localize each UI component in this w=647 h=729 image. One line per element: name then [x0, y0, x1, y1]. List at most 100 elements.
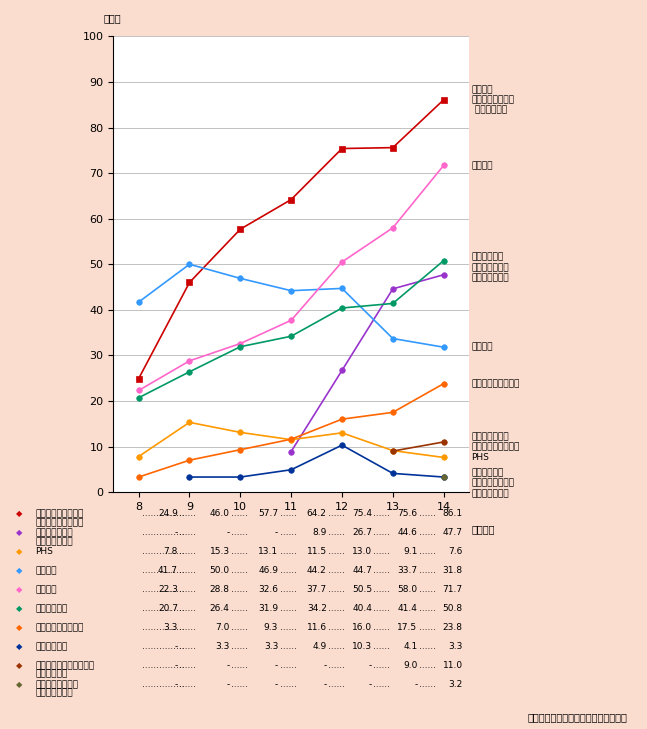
Text: 20.7: 20.7	[158, 604, 178, 613]
Text: 57.7: 57.7	[258, 510, 278, 518]
Text: 16.0: 16.0	[352, 623, 372, 632]
Text: -: -	[369, 680, 372, 689]
Text: ……: ……	[179, 566, 196, 575]
Text: 7.8: 7.8	[164, 547, 178, 556]
Text: ……: ……	[280, 547, 296, 556]
Text: ……: ……	[419, 510, 435, 518]
Text: ◆: ◆	[16, 680, 23, 689]
Text: -: -	[324, 680, 327, 689]
Text: ……: ……	[280, 510, 296, 518]
Text: ◆: ◆	[16, 510, 23, 518]
Text: ……: ……	[179, 585, 196, 594]
Text: 3.2: 3.2	[448, 680, 463, 689]
Text: カーナビゲーション: カーナビゲーション	[472, 379, 520, 388]
Text: 11.0: 11.0	[443, 661, 463, 670]
Text: -: -	[324, 661, 327, 670]
Text: 44.6: 44.6	[397, 529, 417, 537]
Text: ネット対応型含む）: ネット対応型含む）	[36, 518, 84, 527]
Text: ……: ……	[179, 680, 196, 689]
Text: -: -	[175, 529, 178, 537]
Text: ……: ……	[373, 642, 390, 651]
Text: ……: ……	[419, 623, 435, 632]
Text: ◆: ◆	[16, 585, 23, 594]
Text: ……: ……	[419, 547, 435, 556]
Text: 9.3: 9.3	[264, 623, 278, 632]
Text: ワープロ: ワープロ	[472, 343, 493, 351]
Text: ……: ……	[280, 529, 296, 537]
Text: 7.0: 7.0	[215, 623, 230, 632]
Text: ……: ……	[373, 547, 390, 556]
Text: 15.3: 15.3	[210, 547, 230, 556]
Text: パソコン: パソコン	[472, 161, 493, 170]
Text: 28.8: 28.8	[210, 585, 230, 594]
Text: 75.6: 75.6	[397, 510, 417, 518]
Text: 11.5: 11.5	[307, 547, 327, 556]
Text: 31.9: 31.9	[258, 604, 278, 613]
Text: ……: ……	[179, 604, 196, 613]
Text: 50.5: 50.5	[352, 585, 372, 594]
Text: ……………: ……………	[142, 510, 185, 518]
Text: ……: ……	[328, 680, 345, 689]
Text: 携帯情報端末
インターネットに
接続できる家電: 携帯情報端末 インターネットに 接続できる家電	[472, 468, 514, 498]
Text: 46.0: 46.0	[210, 510, 230, 518]
Text: 58.0: 58.0	[397, 585, 417, 594]
Text: 22.3: 22.3	[158, 585, 178, 594]
Text: ……: ……	[179, 529, 196, 537]
Text: 7.6: 7.6	[448, 547, 463, 556]
Text: ……………: ……………	[142, 529, 185, 537]
Text: -: -	[226, 529, 230, 537]
Text: -: -	[226, 680, 230, 689]
Text: ……: ……	[419, 529, 435, 537]
Text: 64.2: 64.2	[307, 510, 327, 518]
Text: ……: ……	[179, 623, 196, 632]
Text: ……: ……	[373, 661, 390, 670]
Text: 44.7: 44.7	[352, 566, 372, 575]
Text: 9.0: 9.0	[403, 661, 417, 670]
Text: ファクシミリ
インターネット
対応型携帯電話: ファクシミリ インターネット 対応型携帯電話	[472, 252, 509, 282]
Text: カーナビゲーション: カーナビゲーション	[36, 623, 84, 632]
Text: インターネット: インターネット	[36, 529, 73, 537]
Text: ……: ……	[280, 623, 296, 632]
Text: 3.3: 3.3	[448, 642, 463, 651]
Text: ……: ……	[231, 604, 248, 613]
Text: 接続できる家電: 接続できる家電	[36, 689, 73, 698]
Text: -: -	[369, 661, 372, 670]
Text: ……: ……	[179, 661, 196, 670]
Text: 4.1: 4.1	[403, 642, 417, 651]
Text: 31.8: 31.8	[443, 566, 463, 575]
Text: PHS: PHS	[472, 453, 490, 462]
Text: 47.7: 47.7	[443, 529, 463, 537]
Text: ……: ……	[328, 566, 345, 575]
Text: ……: ……	[280, 566, 296, 575]
Text: 4.9: 4.9	[313, 642, 327, 651]
Text: 対応型携帯電話: 対応型携帯電話	[36, 537, 73, 546]
Text: -: -	[275, 529, 278, 537]
Text: 41.7: 41.7	[158, 566, 178, 575]
Text: -: -	[175, 680, 178, 689]
Text: 23.8: 23.8	[443, 623, 463, 632]
Text: ……: ……	[328, 642, 345, 651]
Text: ……: ……	[280, 642, 296, 651]
Text: 44.2: 44.2	[307, 566, 327, 575]
Text: 携帯電話（インター: 携帯電話（インター	[36, 510, 84, 518]
Text: ……: ……	[231, 510, 248, 518]
Text: ……: ……	[373, 623, 390, 632]
Text: 75.4: 75.4	[352, 510, 372, 518]
Text: ……………: ……………	[142, 623, 185, 632]
Text: 40.4: 40.4	[352, 604, 372, 613]
Text: ……: ……	[419, 585, 435, 594]
Text: 50.0: 50.0	[210, 566, 230, 575]
Text: ……: ……	[419, 642, 435, 651]
Text: ……: ……	[231, 547, 248, 556]
Text: ……: ……	[280, 604, 296, 613]
Text: ……: ……	[328, 529, 345, 537]
Text: 17.5: 17.5	[397, 623, 417, 632]
Text: 46.9: 46.9	[258, 566, 278, 575]
Text: 26.7: 26.7	[352, 529, 372, 537]
Text: 9.1: 9.1	[403, 547, 417, 556]
Text: 86.1: 86.1	[443, 510, 463, 518]
Text: ……: ……	[231, 680, 248, 689]
Text: ……: ……	[328, 547, 345, 556]
Text: ……: ……	[231, 642, 248, 651]
Text: -: -	[275, 680, 278, 689]
